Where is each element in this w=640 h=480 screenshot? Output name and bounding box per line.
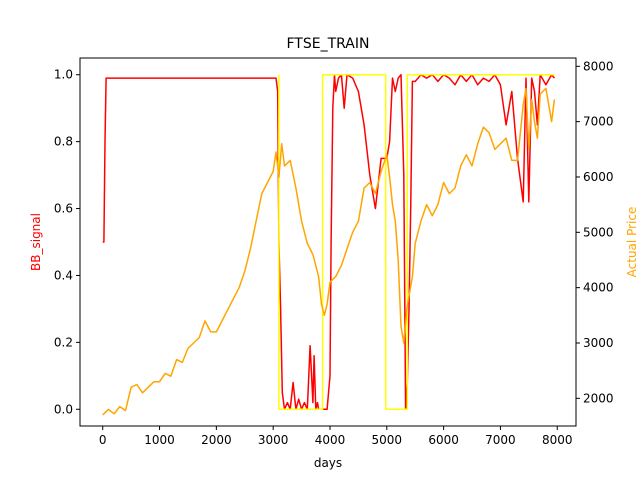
y2-tick-label: 4000 bbox=[583, 281, 614, 295]
y-tick-label: 1.0 bbox=[54, 68, 73, 82]
y-tick-label: 0.4 bbox=[54, 268, 73, 282]
actual-price-line bbox=[102, 87, 556, 416]
y-tick-label: 0.6 bbox=[54, 202, 73, 216]
x-tick-label: 5000 bbox=[372, 433, 403, 447]
x-tick-label: 0 bbox=[99, 433, 107, 447]
y2-tick-label: 6000 bbox=[583, 170, 614, 184]
plot-frame bbox=[79, 57, 577, 427]
y-axis-right: 2000 3000 4000 5000 6000 7000 8000 bbox=[576, 59, 614, 405]
x-tick-label: 4000 bbox=[315, 433, 346, 447]
x-tick-label: 2000 bbox=[201, 433, 232, 447]
y-axis-label-right: Actual Price bbox=[625, 207, 639, 278]
series-layer bbox=[102, 73, 556, 416]
y2-tick-label: 2000 bbox=[583, 391, 614, 405]
y2-tick-label: 8000 bbox=[583, 59, 614, 73]
y-axis-label-left: BB_signal bbox=[29, 213, 43, 271]
y2-tick-label: 3000 bbox=[583, 336, 614, 350]
y2-tick-label: 5000 bbox=[583, 225, 614, 239]
y-tick-label: 0.2 bbox=[54, 335, 73, 349]
x-tick-label: 7000 bbox=[485, 433, 516, 447]
position-line bbox=[278, 73, 555, 411]
x-axis: 0 1000 2000 3000 4000 5000 6000 7000 8000 bbox=[99, 426, 573, 447]
y2-tick-label: 7000 bbox=[583, 115, 614, 129]
y-tick-label: 0.8 bbox=[54, 135, 73, 149]
y-tick-label: 0.0 bbox=[54, 402, 73, 416]
x-tick-label: 8000 bbox=[542, 433, 573, 447]
x-tick-label: 6000 bbox=[428, 433, 459, 447]
chart-title: FTSE_TRAIN bbox=[287, 36, 370, 52]
y-axis-left: 0.0 0.2 0.4 0.6 0.8 1.0 bbox=[54, 68, 80, 416]
x-tick-label: 1000 bbox=[144, 433, 175, 447]
x-tick-label: 3000 bbox=[258, 433, 289, 447]
x-axis-label: days bbox=[314, 456, 342, 470]
